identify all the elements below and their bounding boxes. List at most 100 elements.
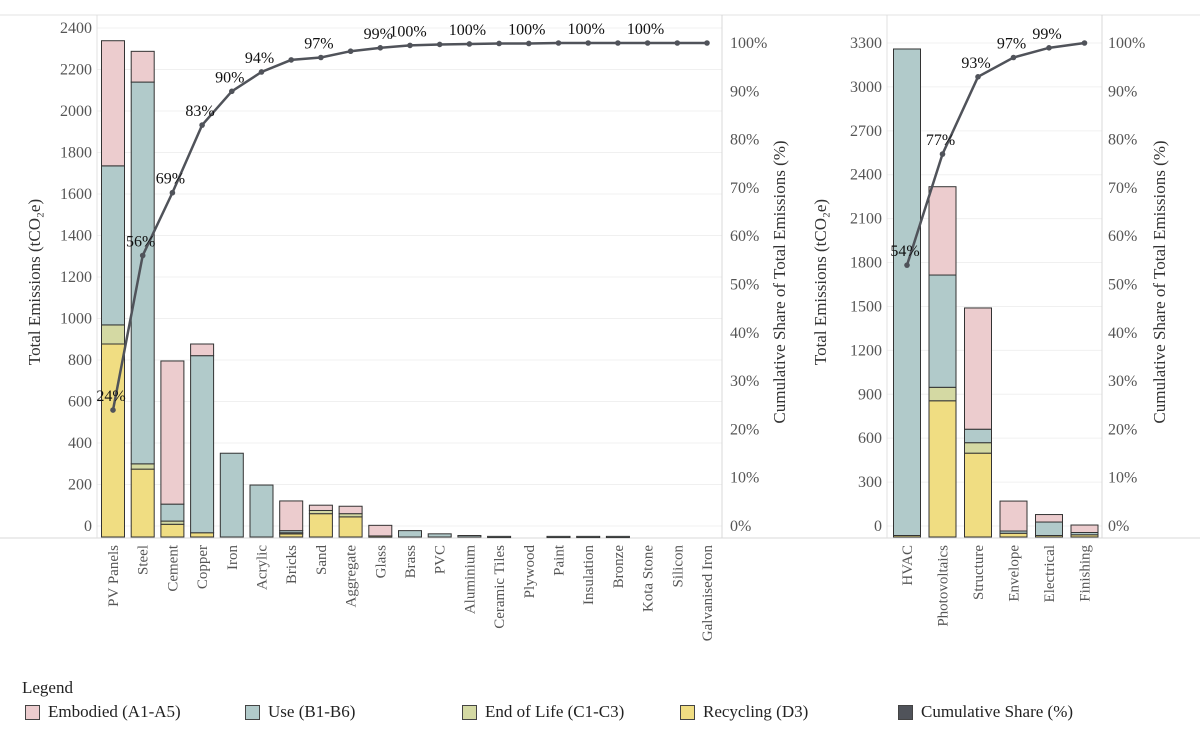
x-tick-label: Brass [403,545,419,578]
y-tick-label: 2700 [850,123,882,140]
y-tick-label: 1800 [60,145,92,162]
bar-segment-eol [928,386,957,402]
cumulative-point [904,262,910,268]
bar-segment-embodied [101,40,125,167]
cumulative-point [199,122,205,128]
bar-segment-recycling [190,532,215,538]
cumulative-label: 97% [304,35,333,52]
y2-tick-label: 50% [730,277,759,294]
x-tick-label: Steel [136,545,152,575]
y-tick-label: 300 [858,474,882,491]
y2-axis-title: Cumulative Share of Total Emissions (%) [770,140,789,423]
y-tick-label: 600 [68,394,92,411]
cumulative-point [407,42,413,49]
y-tick-label: 3000 [850,79,882,96]
x-tick-label: Aggregate [344,545,360,608]
bar-segment-eol [101,324,125,345]
cumulative-point [644,40,651,46]
cumulative-point [1010,54,1017,61]
legend-item-use: Use (B1-B6) [245,702,355,722]
y2-tick-label: 30% [730,373,759,390]
y-tick-label: 600 [858,430,882,447]
x-tick-label: Envelope [1007,545,1023,602]
y-axis-title: Total Emissions (tCO₂e) [811,199,830,365]
cumulative-point [288,57,295,63]
bar-segment-use [130,81,155,465]
bar-segment-use [546,535,571,539]
y-tick-label: 1200 [60,269,92,286]
cumulative-label: 69% [156,171,185,188]
bar-segment-use [964,428,992,444]
y2-tick-label: 70% [1108,180,1137,197]
cumulative-point [258,69,265,75]
y2-tick-label: 30% [1108,373,1137,390]
legend-swatch [898,704,913,720]
y-tick-label: 2200 [60,62,92,79]
bar-segment-embodied [964,307,992,430]
bar-segment-eol [964,442,992,454]
cumulative-label: 54% [890,243,919,260]
bar-segment-embodied [190,343,215,357]
bar-segment-embodied [130,50,155,83]
cumulative-point [704,40,710,46]
bar-segment-use [427,533,452,538]
cumulative-point [139,252,146,259]
y-tick-label: 200 [68,477,92,494]
legend-item-recycling: Recycling (D3) [680,702,808,722]
cumulative-point [466,41,473,47]
bar-segment-use [160,503,185,522]
y-tick-label: 1200 [850,342,882,359]
legend-swatch [680,704,695,720]
y2-tick-label: 40% [1108,325,1137,342]
x-tick-label: Insulation [581,545,597,605]
legend-label: Embodied (A1-A5) [48,702,181,721]
legend-item-embodied: Embodied (A1-A5) [25,702,181,722]
bar-segment-eol [130,463,155,470]
x-tick-label: Glass [373,545,389,578]
cumulative-label: 100% [568,21,605,38]
y2-tick-label: 20% [730,421,759,438]
bar-segment-embodied [308,504,333,511]
cumulative-label: 56% [126,234,155,251]
y-tick-label: 2100 [850,211,882,228]
bar-segment-recycling [308,513,333,538]
cumulative-line [905,41,1085,266]
bar-segment-recycling [130,468,155,538]
y2-tick-label: 40% [730,325,759,342]
y-tick-label: 1500 [850,298,882,315]
y-tick-label: 1400 [60,228,92,245]
cumulative-point [615,40,621,46]
legend-item-cumulative: Cumulative Share (%) [898,702,1073,722]
bar-segment-use [1035,521,1063,537]
y-tick-label: 2400 [60,20,92,37]
y2-tick-label: 100% [730,35,767,52]
bar-segment-embodied [160,360,185,505]
bar-segment-recycling [928,400,957,538]
x-tick-label: Sand [314,545,330,576]
y-tick-label: 1600 [60,186,92,203]
cumulative-label: 99% [364,26,393,43]
x-tick-label: Iron [225,545,241,570]
cumulative-label: 90% [215,69,244,86]
bar-segment-recycling [338,516,363,538]
x-tick-label: Cement [165,544,181,591]
cumulative-point [110,407,116,413]
bar-segment-recycling [964,452,992,538]
cumulative-point [585,40,591,46]
cumulative-point [939,151,946,157]
legend-label: End of Life (C1-C3) [485,702,625,721]
bar-segment-use [605,535,630,539]
cumulative-point [436,41,443,48]
bar-segment-embodied [1035,514,1063,523]
cumulative-label: 100% [627,21,664,38]
y-tick-label: 2400 [850,167,882,184]
cumulative-label: 83% [185,103,214,120]
bar-segment-recycling [999,532,1028,538]
cumulative-point [674,40,681,46]
cumulative-point [347,48,354,55]
x-tick-label: Copper [195,545,211,589]
y-tick-label: 2000 [60,103,92,120]
x-tick-label: HVAC [900,545,916,586]
cumulative-point [318,54,324,61]
